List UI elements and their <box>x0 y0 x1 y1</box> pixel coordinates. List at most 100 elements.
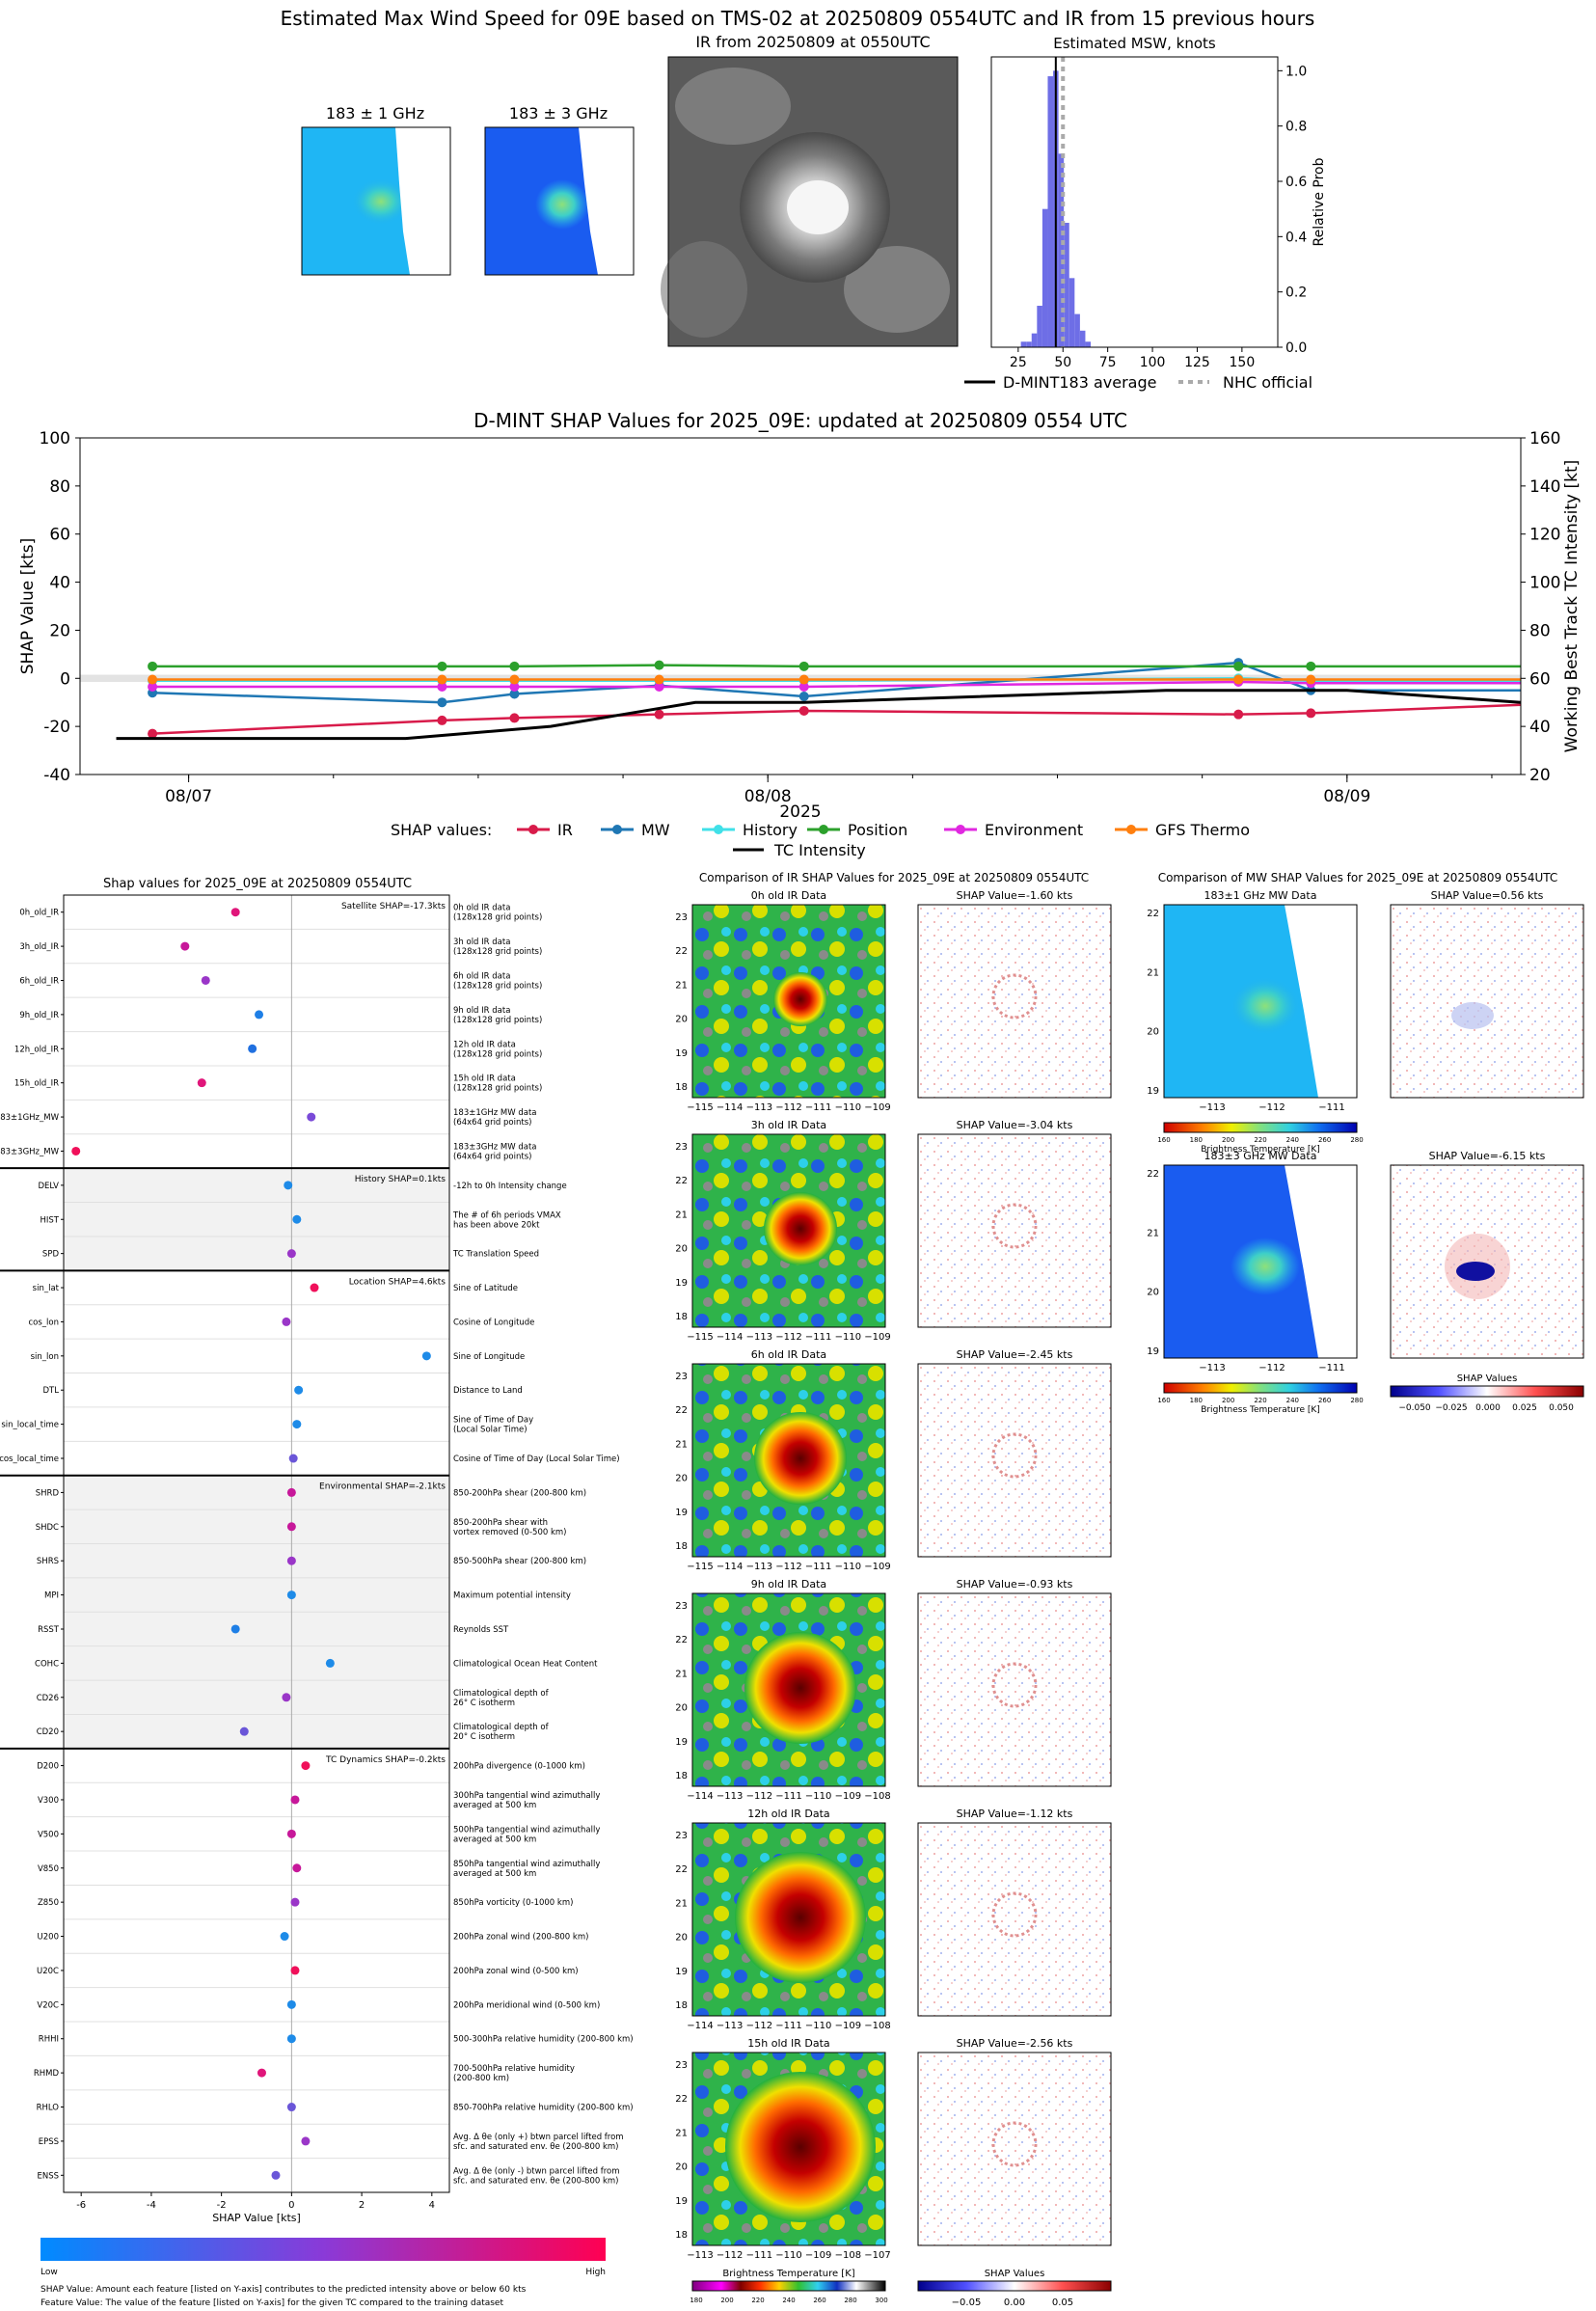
feature-description: 26° C isotherm <box>453 1699 515 1708</box>
timeseries-ylabel: SHAP Value [kts] <box>18 538 38 675</box>
ir-panel-frame <box>691 1133 886 1328</box>
ir-xtick-label: −115 <box>687 1102 713 1113</box>
feature-dot <box>271 2170 281 2180</box>
feature-dot <box>257 2068 266 2078</box>
feature-description: sfc. and saturated env. θe (200-800 km) <box>453 2142 619 2152</box>
ir-xtick-label: −112 <box>746 2021 772 2031</box>
feature-name: 3h_old_IR <box>19 942 59 952</box>
mw-sv-tick: −0.025 <box>1435 1403 1467 1413</box>
timeseries-title: D-MINT SHAP Values for 2025_09E: updated… <box>473 409 1127 432</box>
feature-description: -12h to 0h Intensity change <box>453 1182 567 1191</box>
histogram-bar <box>1031 333 1038 347</box>
ir-xtick-label: −110 <box>835 1562 861 1572</box>
feature-dot <box>286 1999 296 2009</box>
mw1-title: 183 ± 1 GHz <box>326 104 424 122</box>
feature-name: MPI <box>44 1591 59 1601</box>
feature-name: V300 <box>38 1796 59 1806</box>
ir-ytick-label: 18 <box>675 2230 688 2241</box>
feature-name: V500 <box>38 1830 59 1839</box>
feature-dot <box>286 1487 296 1497</box>
ytick-label: 60 <box>49 526 70 545</box>
histogram-bar <box>1037 306 1042 347</box>
ir-ytick-label: 22 <box>675 2094 688 2105</box>
series-point <box>798 661 809 671</box>
mw-ytick-label: 21 <box>1147 1228 1159 1238</box>
feature-description: Climatological depth of <box>453 1723 550 1732</box>
histogram-bar <box>1026 341 1032 347</box>
feature-dot <box>290 1966 300 1975</box>
histogram-xtick-label: 100 <box>1140 355 1166 370</box>
group-title: TC Dynamics SHAP=-0.2kts <box>325 1755 446 1765</box>
ytick-label: 80 <box>49 477 70 497</box>
feature-description: (128x128 grid points) <box>453 947 542 957</box>
legend-label: Position <box>848 821 907 839</box>
mw3-title: 183 ± 3 GHz <box>509 104 608 122</box>
feature-dot <box>288 1454 298 1463</box>
mw-xtick-label: −112 <box>1258 1363 1285 1373</box>
series-point <box>654 660 664 670</box>
mw-compare-grid: 183±1 GHz MW Data 22 21 20 19 −113 −112 −111 160… <box>1147 889 1584 1415</box>
ir-shap-title: SHAP Value=-3.04 kts <box>957 1119 1073 1131</box>
ir-xtick-label: −111 <box>746 2250 772 2261</box>
ir-xtick-label: −113 <box>746 1562 772 1572</box>
histogram-bar <box>1074 313 1080 347</box>
ir-xtick-label: −111 <box>775 1791 801 1802</box>
ir-shap-title: SHAP Value=-0.93 kts <box>957 1578 1073 1591</box>
feature-description: 12h old IR data <box>453 1040 516 1049</box>
feature-dot <box>282 1317 291 1326</box>
series-point <box>654 709 664 720</box>
series-point <box>437 661 447 671</box>
ir-shap-frame <box>917 1592 1112 1787</box>
histogram-ytick-label: 0.6 <box>1285 175 1307 190</box>
y2tick-label: 120 <box>1529 526 1560 545</box>
histogram-xtick-label: 25 <box>1010 355 1027 370</box>
legend-swatch-dot <box>1126 825 1136 834</box>
ir-ytick-label: 20 <box>675 1703 688 1714</box>
legend-swatch-dot <box>819 825 828 834</box>
feature-description: 500-300hPa relative humidity (200-800 km… <box>453 2035 634 2045</box>
histogram-xtick-label: 125 <box>1184 355 1210 370</box>
feature-description: Sine of Time of Day <box>453 1416 533 1426</box>
mw-ytick-label: 22 <box>1147 1169 1159 1180</box>
ir-panel-frame <box>691 904 886 1099</box>
y2tick-label: 140 <box>1529 477 1560 497</box>
feature-name: EPSS <box>39 2137 59 2147</box>
feature-name: HIST <box>41 1215 60 1225</box>
ir-xtick-label: −115 <box>687 1332 713 1343</box>
feature-name: SPD <box>42 1250 60 1260</box>
histogram-bar <box>1064 223 1069 347</box>
mw-sv-tick: 0.000 <box>1475 1403 1501 1413</box>
ir-xtick-label: −109 <box>805 2250 831 2261</box>
histogram-xtick-label: 150 <box>1230 355 1256 370</box>
feature-description: averaged at 500 km <box>453 1835 536 1844</box>
series-point <box>1306 661 1316 671</box>
feature-name: ENSS <box>37 2171 59 2181</box>
ir-xtick-label: −111 <box>805 1332 831 1343</box>
ir-xtick-label: −110 <box>805 2021 831 2031</box>
ir-bt-label: Brightness Temperature [K] <box>722 2269 854 2279</box>
ir-bt-tick: 220 <box>751 2297 764 2304</box>
ir-ytick-label: 22 <box>675 1176 688 1186</box>
series-point <box>1306 708 1316 719</box>
feature-description: has been above 20kt <box>453 1220 540 1230</box>
feature-name: Z850 <box>38 1898 59 1908</box>
histogram-bar <box>1069 278 1075 347</box>
ir-xtick-label: −111 <box>805 1562 831 1572</box>
ir-xtick-label: −108 <box>864 1791 890 1802</box>
ir-ytick-label: 21 <box>675 2128 688 2138</box>
mw-bt-label: Brightness Temperature [K] <box>1201 1145 1320 1155</box>
mw-shap-title: SHAP Value=0.56 kts <box>1431 889 1544 902</box>
feature-name: SHRD <box>36 1488 60 1498</box>
feature-description: (128x128 grid points) <box>453 913 542 923</box>
ir-bt-tick: 280 <box>844 2297 856 2304</box>
ir-xtick-label: −115 <box>687 1562 713 1572</box>
ir-shap-frame <box>917 904 1112 1099</box>
ir-panel-frame <box>691 1592 886 1787</box>
feature-description: 20° C isotherm <box>453 1732 515 1742</box>
note-shap: SHAP Value: Amount each feature [listed … <box>41 2285 527 2295</box>
feature-dot <box>286 1591 296 1600</box>
legend-label: MW <box>641 821 670 839</box>
feature-dot <box>71 1146 81 1156</box>
xtick-label: 0 <box>288 2200 294 2211</box>
mw-shap-frame <box>1390 1164 1584 1359</box>
